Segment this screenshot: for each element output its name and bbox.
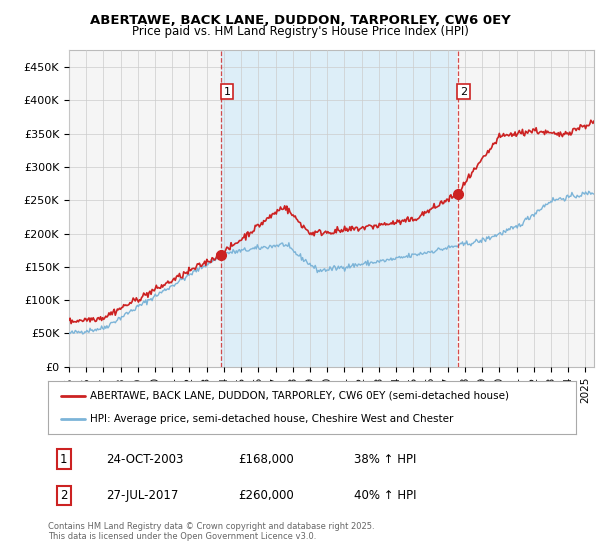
Text: 2: 2 (460, 87, 467, 96)
Text: HPI: Average price, semi-detached house, Cheshire West and Chester: HPI: Average price, semi-detached house,… (90, 414, 454, 424)
Text: Price paid vs. HM Land Registry's House Price Index (HPI): Price paid vs. HM Land Registry's House … (131, 25, 469, 38)
Text: 1: 1 (60, 452, 68, 465)
Text: 24-OCT-2003: 24-OCT-2003 (106, 452, 184, 465)
Bar (221, 50, 457, 367)
Text: 1: 1 (223, 87, 230, 96)
Text: £260,000: £260,000 (238, 489, 294, 502)
Text: 40% ↑ HPI: 40% ↑ HPI (354, 489, 417, 502)
Text: 27-JUL-2017: 27-JUL-2017 (106, 489, 178, 502)
Text: £168,000: £168,000 (238, 452, 294, 465)
Text: ABERTAWE, BACK LANE, DUDDON, TARPORLEY, CW6 0EY: ABERTAWE, BACK LANE, DUDDON, TARPORLEY, … (89, 14, 511, 27)
Text: 2: 2 (60, 489, 68, 502)
Text: 38% ↑ HPI: 38% ↑ HPI (354, 452, 416, 465)
Text: ABERTAWE, BACK LANE, DUDDON, TARPORLEY, CW6 0EY (semi-detached house): ABERTAWE, BACK LANE, DUDDON, TARPORLEY, … (90, 391, 509, 401)
Text: Contains HM Land Registry data © Crown copyright and database right 2025.
This d: Contains HM Land Registry data © Crown c… (48, 522, 374, 542)
